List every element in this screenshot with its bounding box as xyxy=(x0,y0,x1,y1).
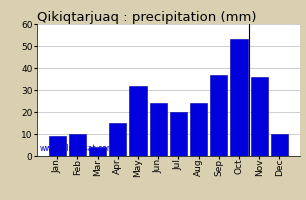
Bar xyxy=(230,39,248,156)
Bar xyxy=(89,147,106,156)
Bar xyxy=(109,123,126,156)
Bar xyxy=(251,77,268,156)
Text: Qikiqtarjuaq : precipitation (mm): Qikiqtarjuaq : precipitation (mm) xyxy=(37,11,256,24)
Bar xyxy=(170,112,187,156)
Bar xyxy=(190,103,207,156)
Bar xyxy=(129,86,147,156)
Bar xyxy=(49,136,66,156)
Bar xyxy=(271,134,288,156)
Bar xyxy=(210,75,227,156)
Bar xyxy=(150,103,167,156)
Text: www.allmetsat.com: www.allmetsat.com xyxy=(39,144,114,153)
Bar xyxy=(69,134,86,156)
